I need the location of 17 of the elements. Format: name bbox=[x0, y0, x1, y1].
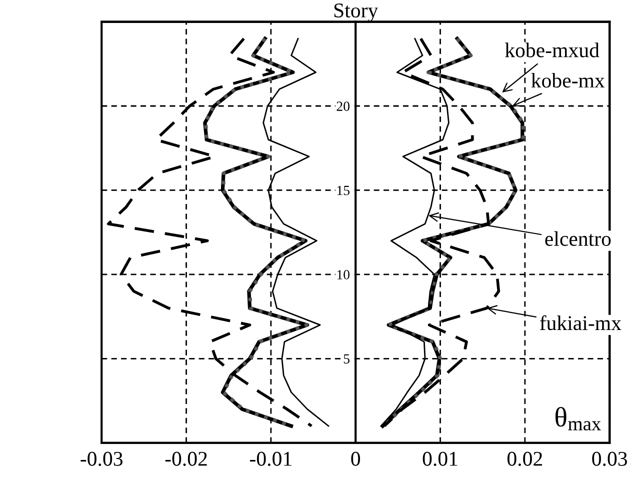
x-tick-label: 0.03 bbox=[592, 452, 628, 466]
x-tick-label: -0.02 bbox=[165, 452, 207, 466]
annotation: kobe-mxud bbox=[505, 42, 600, 58]
y-tick-label: 5 bbox=[344, 354, 350, 364]
y-tick-label: 15 bbox=[337, 186, 350, 196]
x-tick-label: 0.02 bbox=[508, 452, 542, 466]
x-tick-label: 0 bbox=[351, 452, 360, 466]
x-tick-label: 0.01 bbox=[422, 452, 458, 466]
y-tick-label: 10 bbox=[337, 270, 350, 280]
y-axis-title: Story bbox=[334, 3, 378, 22]
x-tick-label: -0.01 bbox=[250, 452, 292, 466]
x-tick-label: -0.03 bbox=[80, 452, 122, 466]
annotation: kobe-mx bbox=[531, 72, 605, 88]
y-tick-label: 20 bbox=[336, 102, 350, 111]
annotation: fukiai-mx bbox=[540, 315, 622, 330]
x-axis-title: θ$_{max}$ bbox=[556, 406, 601, 430]
annotation: elcentro bbox=[545, 231, 611, 246]
